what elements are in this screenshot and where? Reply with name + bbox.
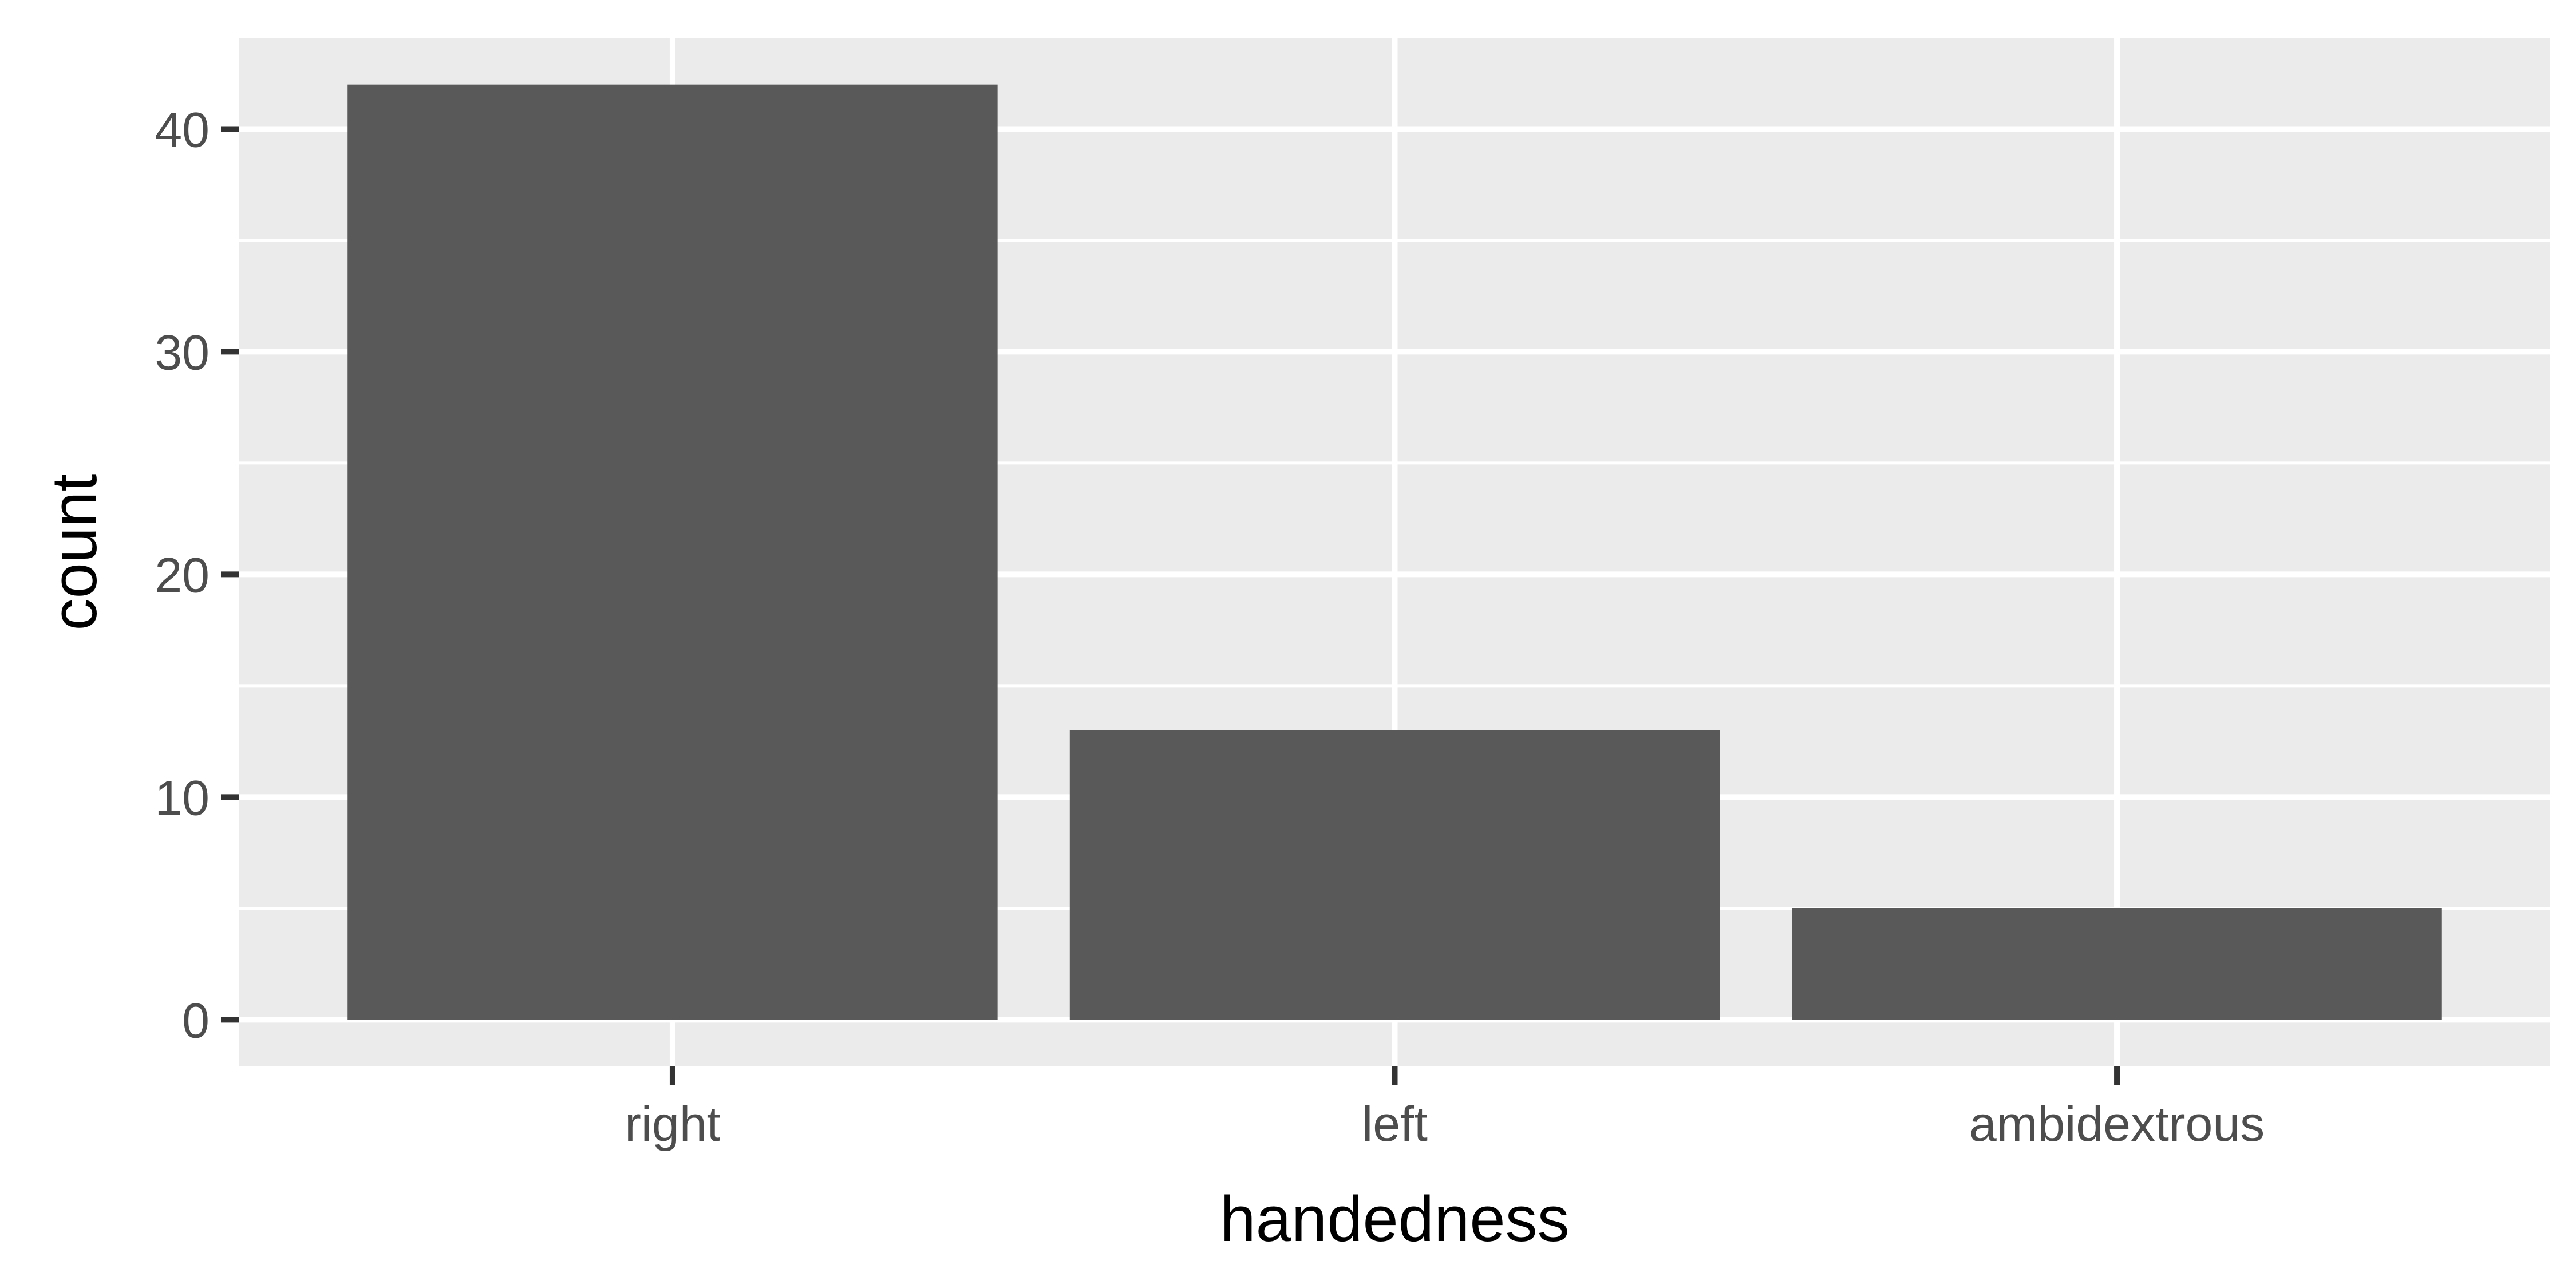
x-tick-label: ambidextrous: [1969, 1097, 2265, 1152]
y-tick-label: 20: [155, 548, 210, 603]
y-tick-label: 40: [155, 102, 210, 157]
y-tick-label: 10: [155, 771, 210, 825]
bar-left: [1069, 730, 1720, 1020]
y-tick-label: 30: [155, 325, 210, 380]
x-axis-title: handedness: [1220, 1183, 1569, 1255]
bars: [347, 84, 2442, 1020]
y-axis-title: count: [38, 474, 110, 631]
y-tick-label: 0: [182, 993, 210, 1048]
x-axis: right left ambidextrous: [625, 1066, 2265, 1152]
x-tick-label: left: [1362, 1097, 1428, 1152]
x-tick-label: right: [625, 1097, 720, 1152]
bar-right: [347, 84, 998, 1020]
y-axis: 0 10 20 30 40: [155, 102, 239, 1048]
bar-ambidextrous: [1792, 908, 2442, 1020]
